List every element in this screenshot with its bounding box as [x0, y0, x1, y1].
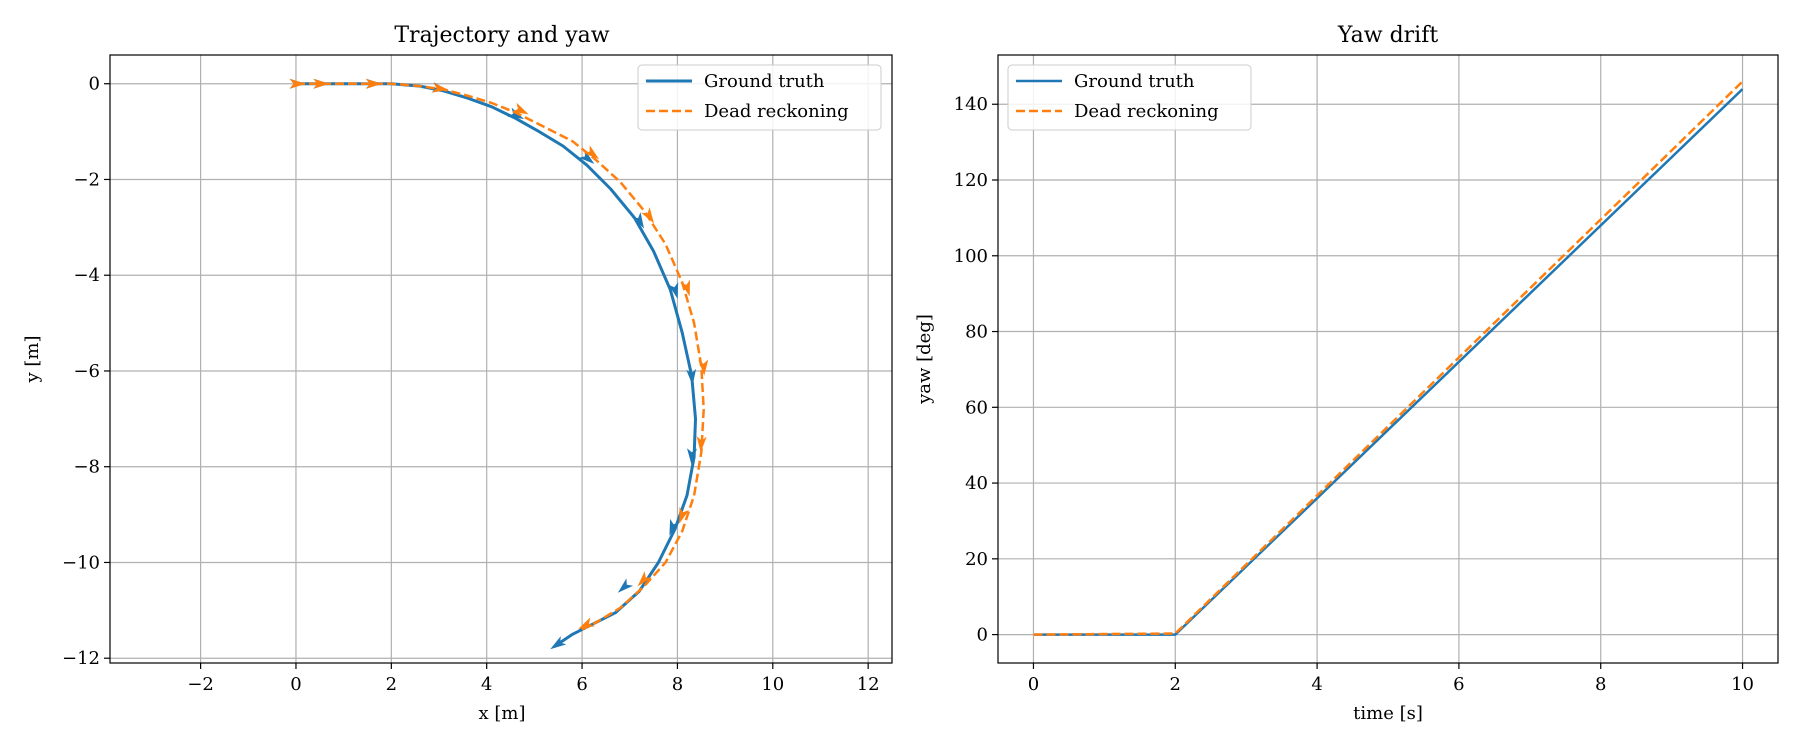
trajectory-y-tick-label-0: 0: [89, 74, 100, 95]
yaw-drift-x-tick-label-3: 6: [1453, 674, 1464, 695]
trajectory-legend-box: [637, 64, 882, 131]
trajectory-series-ground-truth-arrow-9: [687, 448, 697, 465]
trajectory-series-ground-truth-arrow-6: [631, 212, 644, 229]
trajectory-y-tick-label-4: −8: [73, 457, 100, 478]
yaw-drift-y-tick-label-3: 60: [965, 397, 988, 418]
yaw-drift-x-tick-label-0: 0: [1028, 674, 1039, 695]
trajectory-legend-dead-reckoning-label: Dead reckoning: [704, 101, 849, 122]
trajectory-x-tick-label-7: 12: [857, 674, 880, 695]
yaw-drift-legend-ground-truth-label: Ground truth: [1074, 71, 1195, 92]
trajectory-series-dead-reckoning-arrow-6: [641, 207, 654, 224]
trajectory-series-ground-truth-arrow-5: [578, 150, 595, 164]
yaw-drift-y-tick-label-2: 40: [965, 473, 988, 494]
trajectory-series-dead-reckoning-line: [296, 82, 705, 631]
trajectory-x-tick-label-4: 6: [576, 674, 587, 695]
yaw-drift-y-tick-label-1: 20: [965, 549, 988, 570]
trajectory-series-dead-reckoning-arrow-5: [583, 145, 600, 160]
yaw-drift-y-tick-label-4: 80: [965, 322, 988, 343]
trajectory-x-tick-label-6: 10: [761, 674, 784, 695]
yaw-drift-y-tick-label-6: 120: [954, 170, 988, 191]
trajectory-series-ground-truth-arrow-10: [669, 518, 680, 536]
yaw-drift-series: [1033, 80, 1744, 636]
trajectory-series-dead-reckoning-arrow-12: [578, 617, 595, 629]
trajectory-y-tick-label-2: −4: [73, 265, 100, 286]
trajectory-grid: [110, 55, 892, 663]
trajectory-legend: Ground truth Dead reckoning: [637, 64, 882, 131]
yaw-drift-y-tick-label-5: 100: [954, 246, 988, 267]
yaw-drift-x-tick-label-2: 4: [1311, 674, 1322, 695]
yaw-drift-y-axis-label: yaw [deg]: [914, 314, 935, 405]
trajectory-series-dead-reckoning-arrow-8: [698, 359, 709, 376]
trajectory-plot-title: Trajectory and yaw: [394, 23, 609, 48]
yaw-drift-plot-title: Yaw drift: [1337, 23, 1439, 48]
trajectory-y-axis-label: y [m]: [22, 335, 43, 383]
trajectory-x-tick-label-0: −2: [187, 674, 214, 695]
trajectory-series-dead-reckoning-arrow-3: [432, 82, 449, 93]
trajectory-axes-frame: [109, 54, 893, 664]
yaw-drift-legend-box: [1007, 64, 1252, 131]
yaw-drift-x-tick-label-4: 8: [1595, 674, 1606, 695]
trajectory-series-dead-reckoning-arrow-0: [289, 78, 306, 89]
trajectory-series-ground-truth-arrow-7: [668, 282, 679, 299]
trajectory-series-dead-reckoning-arrow-9: [696, 436, 707, 453]
yaw-drift-x-tick-label-1: 2: [1170, 674, 1181, 695]
trajectory-series: [289, 78, 709, 650]
trajectory-x-tick-label-2: 2: [386, 674, 397, 695]
trajectory-y-tick-label-6: −12: [62, 648, 100, 669]
yaw-drift-legend: Ground truth Dead reckoning: [1007, 64, 1252, 131]
yaw-drift-axes-frame: [997, 54, 1779, 664]
yaw-drift-y-tick-label-7: 140: [954, 94, 988, 115]
trajectory-series-ground-truth-arrow-11: [617, 578, 634, 593]
trajectory-y-tick-label-5: −10: [62, 552, 100, 573]
trajectory-series-dead-reckoning-arrow-7: [680, 279, 690, 297]
yaw-drift-plot: Yaw drift time [s] yaw [deg] 0 2 4 6 8 100204…: [914, 23, 1779, 724]
yaw-drift-legend-dead-reckoning-label: Dead reckoning: [1074, 101, 1219, 122]
trajectory-series-ground-truth-arrow-12: [550, 636, 567, 650]
trajectory-plot: Trajectory and yaw x [m] y [m] −2 0 2 4 6 8 10…: [22, 23, 893, 724]
trajectory-x-tick-label-1: 0: [290, 674, 301, 695]
yaw-drift-x-axis-label: time [s]: [1353, 703, 1423, 724]
trajectory-series-dead-reckoning-arrow-2: [365, 78, 382, 89]
trajectory-x-tick-label-3: 4: [481, 674, 492, 695]
trajectory-series-dead-reckoning-arrow-10: [679, 506, 689, 524]
trajectory-y-tick-label-3: −6: [73, 361, 100, 382]
trajectory-y-tick-label-1: −2: [73, 169, 100, 190]
trajectory-series-ground-truth-arrow-8: [686, 368, 697, 386]
trajectory-series-dead-reckoning-arrow-11: [637, 571, 652, 587]
yaw-drift-x-tick-label-5: 10: [1731, 674, 1754, 695]
trajectory-series-dead-reckoning-arrow-1: [313, 78, 330, 89]
trajectory-x-tick-label-5: 8: [672, 674, 683, 695]
trajectory-series-dead-reckoning-arrow-4: [512, 102, 529, 115]
trajectory-ticks: −2 0 2 4 6 8 10 12 0 −2 −4 −6 −8 −10 −12: [62, 74, 880, 695]
trajectory-x-axis-label: x [m]: [479, 703, 526, 724]
trajectory-legend-ground-truth-label: Ground truth: [704, 71, 825, 92]
yaw-drift-series-dead-reckoning-line: [1033, 80, 1744, 636]
yaw-drift-y-tick-label-0: 0: [977, 625, 988, 646]
